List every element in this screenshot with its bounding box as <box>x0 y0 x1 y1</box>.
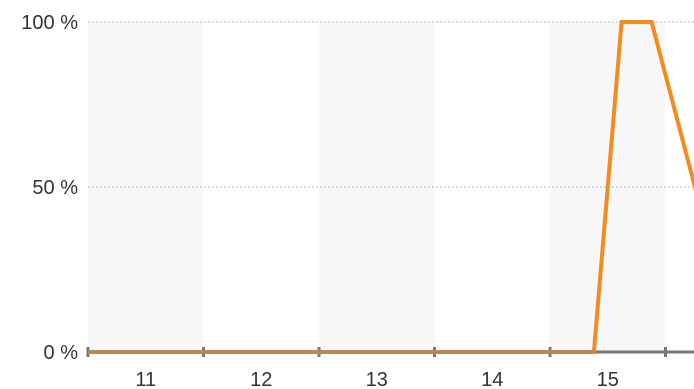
gridlines <box>88 21 694 188</box>
y-tick-label: 100 % <box>21 12 78 34</box>
y-axis-tick-labels: 0 % 50 % 100 % <box>21 12 78 364</box>
x-tick-label: 14 <box>481 369 503 389</box>
y-tick-label: 50 % <box>32 177 78 199</box>
series-layer <box>88 20 694 354</box>
y-tick-label: 0 % <box>44 342 79 364</box>
x-tick-label: 13 <box>366 369 388 389</box>
x-axis-tick-labels: 11 12 13 14 15 <box>135 369 619 389</box>
x-tick-label: 15 <box>597 369 619 389</box>
x-tick-label: 12 <box>250 369 272 389</box>
x-tick-label: 11 <box>135 369 156 389</box>
